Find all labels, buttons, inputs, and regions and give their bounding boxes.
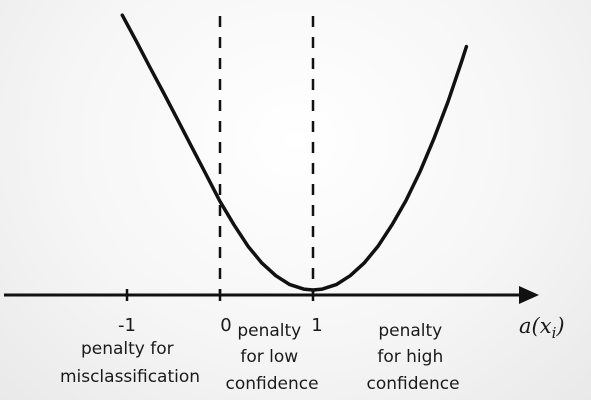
x-axis-label-base: a(x	[519, 314, 552, 338]
annotation-high-confidence-line-1: penalty	[378, 321, 442, 341]
annotation-misclassification-line-1: penalty for	[81, 339, 174, 359]
annotation-misclassification-line-2: misclassification	[60, 367, 200, 387]
annotation-low-confidence-line-3: confidence	[225, 374, 318, 394]
x-axis-label-close: )	[555, 314, 564, 338]
x-axis-label-subscript: i	[552, 324, 557, 342]
annotation-high-confidence-line-2: for high	[377, 347, 443, 367]
x-tick-label--1: -1	[118, 315, 136, 336]
x-axis-label: a(xi)	[519, 314, 565, 342]
x-tick-label-1: 1	[311, 315, 322, 336]
annotation-misclassification: penalty for misclassification	[60, 339, 200, 387]
annotation-low-confidence: penalty for low confidence	[225, 321, 318, 394]
x-axis-arrow-icon	[519, 286, 539, 304]
annotation-low-confidence-line-2: for low	[240, 347, 298, 367]
annotation-low-confidence-line-1: penalty	[237, 321, 301, 341]
annotation-high-confidence: penalty for high confidence	[366, 321, 459, 394]
loss-curve	[120, 13, 469, 292]
x-tick-label-0: 0	[220, 315, 231, 336]
annotation-high-confidence-line-3: confidence	[366, 374, 459, 394]
